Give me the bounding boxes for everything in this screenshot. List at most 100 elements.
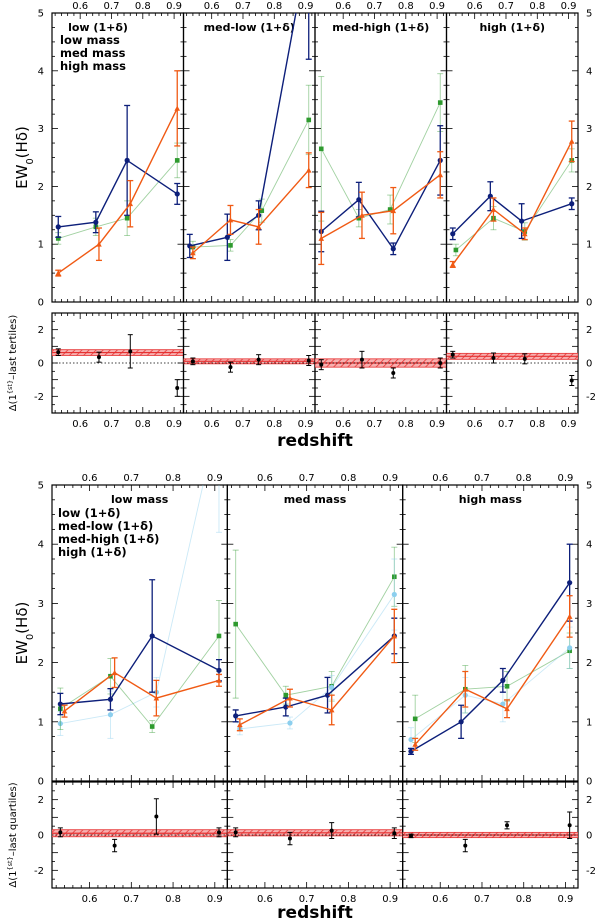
y-tick-label-left: 4 — [38, 540, 44, 551]
y-tick-label-right: 1 — [586, 240, 592, 251]
x-tick-label-top: 0.8 — [398, 1, 414, 12]
residual-point — [228, 365, 233, 370]
y-tick-label-right: 4 — [586, 66, 592, 77]
panel-frame — [445, 12, 579, 303]
r-tick-label-left: 0 — [38, 831, 44, 842]
x-tick-label-top: 0.6 — [432, 473, 448, 484]
data-point — [391, 591, 397, 598]
series-line-medlow — [60, 485, 204, 725]
data-point — [149, 633, 155, 639]
data-point — [57, 720, 63, 727]
y-axis-label: EW0(Hδ) — [13, 602, 36, 665]
panel-title: med mass — [284, 493, 347, 506]
data-point — [107, 712, 114, 718]
y-tick-label-right: 5 — [586, 9, 592, 20]
data-point — [390, 246, 396, 252]
panel-title: high mass — [459, 493, 523, 506]
residual-point — [522, 356, 527, 361]
r-tick-label-left: 2 — [38, 795, 44, 806]
series-line-low — [235, 635, 395, 717]
series-line-low — [60, 635, 220, 705]
y-tick-label-right: 2 — [586, 182, 592, 193]
r-tick-label-right: 0 — [586, 831, 592, 842]
r-tick-label-left: -2 — [34, 866, 44, 877]
residual-frame — [445, 312, 579, 414]
data-point — [566, 613, 573, 619]
legend-item-high: high (1+δ) — [58, 545, 127, 559]
data-point — [237, 721, 243, 728]
x-tick-label-top: 0.7 — [498, 1, 514, 12]
x-tick-label-bottom: 0.6 — [467, 419, 483, 430]
x-tick-label-top: 0.9 — [207, 473, 223, 484]
data-point — [449, 261, 456, 267]
x-tick-label-bottom: 0.7 — [235, 419, 251, 430]
residual-point — [505, 823, 510, 828]
y-tick-label-left: 2 — [38, 658, 44, 669]
panel-frame — [402, 484, 579, 782]
data-point — [55, 270, 62, 276]
y-tick-label-left: 1 — [38, 717, 44, 728]
data-point — [224, 234, 230, 240]
data-point — [359, 212, 365, 218]
x-tick-label-bottom: 0.7 — [104, 419, 120, 430]
data-point — [569, 201, 575, 207]
residual-point — [391, 371, 396, 375]
data-point — [233, 621, 238, 627]
data-point — [306, 117, 312, 123]
panel-title: med-low (1+δ) — [204, 21, 295, 34]
residual-axis-label: Δ(1{st}–last tertiles) — [6, 315, 19, 412]
y-tick-label-right-zero: 0 — [586, 298, 592, 309]
data-point — [174, 105, 181, 111]
residual-point — [450, 352, 455, 357]
data-point — [412, 741, 418, 747]
series-line-medhigh — [235, 576, 395, 696]
y-tick-label-right: 3 — [586, 599, 592, 610]
data-point — [216, 633, 222, 639]
x-axis-label: redshift — [277, 903, 353, 923]
residual-point — [359, 357, 364, 362]
x-tick-label-top: 0.6 — [204, 1, 220, 12]
data-point — [127, 200, 134, 207]
y-tick-label-left-zero: 0 — [38, 298, 44, 309]
y-tick-label-left: 3 — [38, 599, 44, 610]
x-tick-label-top: 0.9 — [166, 1, 182, 12]
data-point — [328, 707, 335, 713]
residual-point — [567, 823, 572, 828]
r-tick-label-left: 0 — [38, 359, 44, 370]
x-tick-label-bottom: 0.9 — [382, 894, 398, 905]
x-tick-label-bottom: 0.8 — [135, 419, 151, 430]
panel-2-3: 0.6 0.6 0.7 0.7 0.8 0.8 0.9 0.9 high mass — [402, 473, 579, 905]
data-point — [111, 669, 118, 676]
x-tick-label-top: 0.7 — [299, 473, 315, 484]
y-tick-label-right-zero: 0 — [586, 777, 592, 788]
residual-point — [233, 830, 238, 835]
x-tick-label-top: 0.7 — [104, 1, 120, 12]
x-tick-label-bottom: 0.6 — [72, 419, 88, 430]
series-line-low — [452, 195, 572, 235]
residual-point — [96, 355, 101, 360]
data-point — [96, 241, 102, 247]
series-line-low — [410, 582, 571, 753]
data-point — [174, 158, 180, 163]
data-point — [504, 683, 510, 689]
series-line-medhigh — [414, 650, 570, 720]
x-tick-label-bottom: 0.6 — [335, 419, 351, 430]
data-point — [450, 231, 456, 237]
x-tick-label-top: 0.8 — [165, 473, 181, 484]
y-tick-label-left: 4 — [38, 66, 44, 77]
x-tick-label-bottom: 0.8 — [266, 419, 282, 430]
residual-point — [287, 836, 292, 841]
residual-point — [112, 843, 117, 848]
data-point — [387, 207, 393, 212]
x-tick-label-bottom: 0.8 — [529, 419, 545, 430]
panel-frame — [182, 12, 316, 303]
data-point — [283, 704, 289, 710]
series-line-high — [414, 616, 571, 745]
x-tick-label-top: 0.7 — [474, 473, 490, 484]
data-point — [324, 692, 331, 698]
series-line-low — [320, 160, 441, 251]
x-tick-label-top: 0.6 — [82, 473, 98, 484]
data-point — [412, 716, 418, 722]
y-tick-label-right: 5 — [586, 481, 592, 492]
